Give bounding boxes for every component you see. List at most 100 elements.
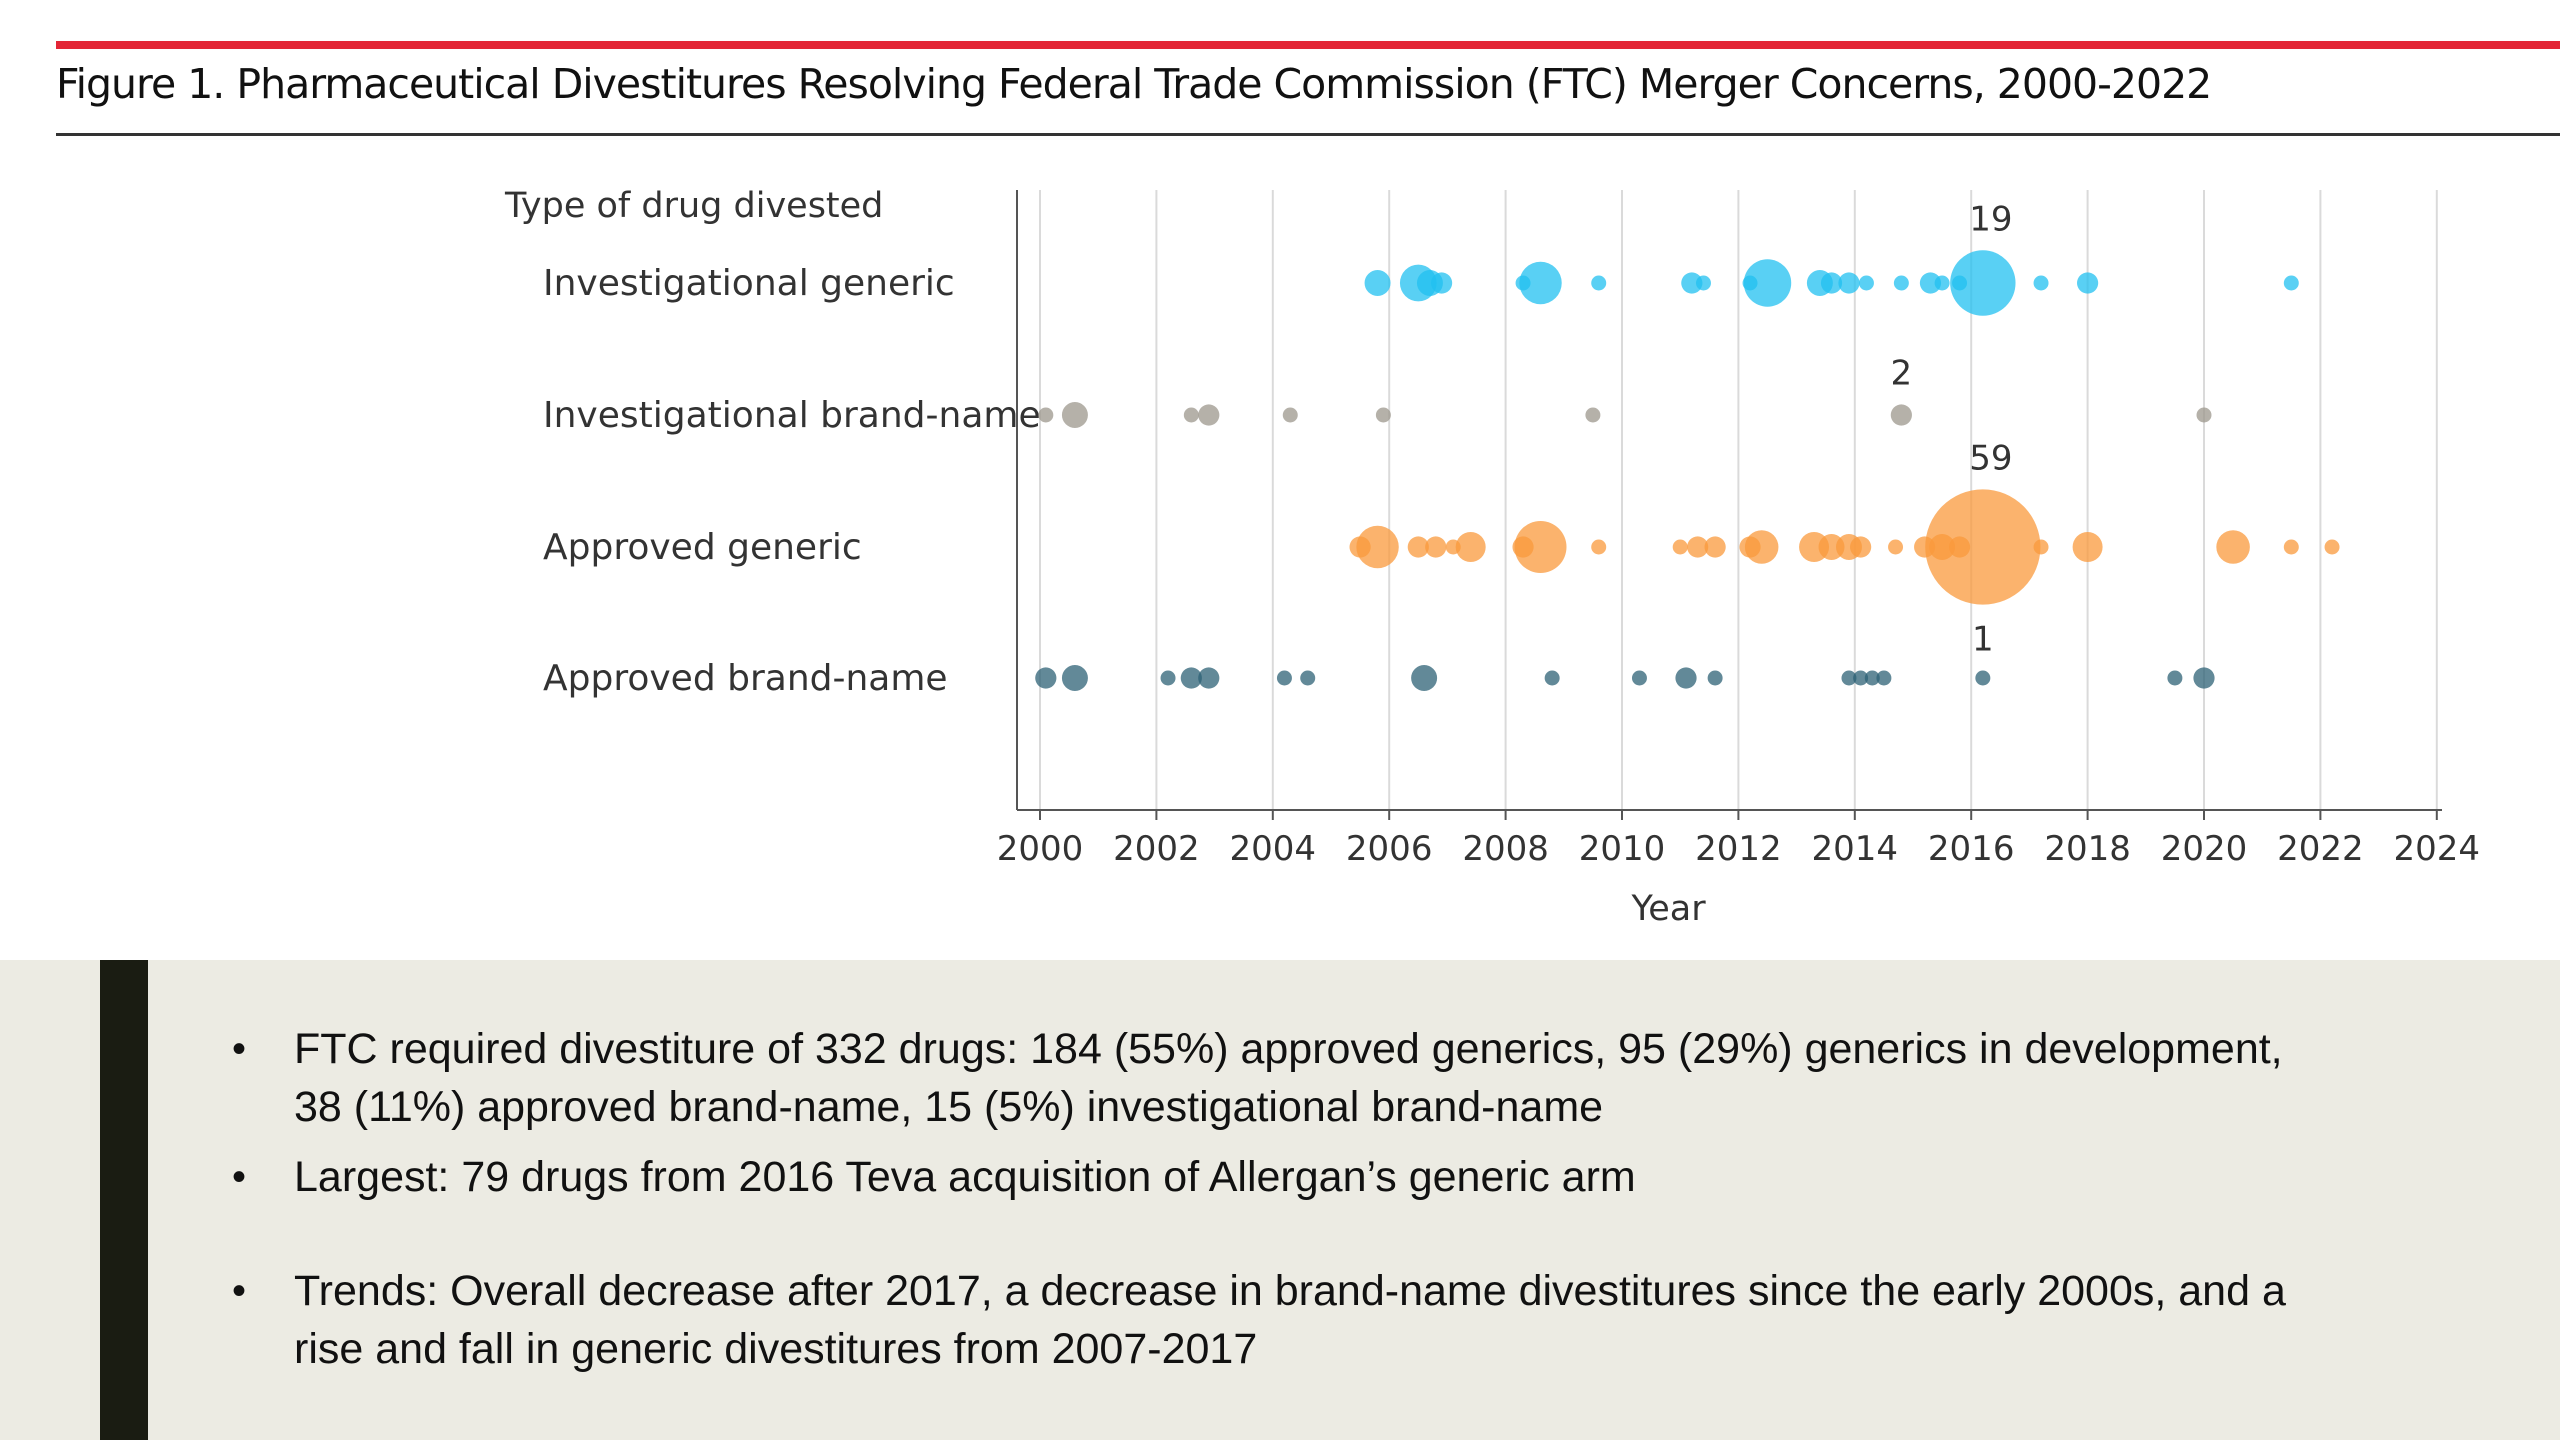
data-bubble [2033,539,2049,555]
data-bubble [1180,667,1202,689]
data-bubble [1198,404,1220,426]
data-bubble [1704,536,1726,558]
data-bubble [2076,272,2099,294]
data-bubble [1591,275,1607,291]
x-tick-label: 2016 [1928,829,2015,869]
data-bubble [2167,670,2183,686]
data-bubble [1934,275,1950,291]
data-bubble [1919,272,1942,294]
data-bubble [1858,275,1874,291]
data-bubble [1407,536,1429,558]
bullet-text: Trends: Overall decrease after 2017, a d… [294,1267,2286,1373]
series-row-label: Approved brand-name [543,658,948,699]
panel-side-bar [100,960,148,1440]
data-bubble [1876,670,1892,686]
accent-top-bar [56,41,2560,49]
x-tick-label: 2008 [1462,829,1549,869]
data-bubble [1425,536,1447,558]
bullet-marker: • [232,1269,247,1313]
data-label: 1 [1972,620,1994,660]
x-tick-label: 2024 [2394,829,2481,869]
data-bubble [2216,530,2250,564]
x-tick-label: 2022 [2277,829,2364,869]
data-bubble [1672,539,1688,555]
data-bubble [2283,275,2299,291]
data-bubble [2033,275,2049,291]
data-bubble [1364,270,1391,296]
x-tick-label: 2012 [1695,829,1782,869]
data-label: 59 [1969,438,2012,478]
data-bubble [1300,670,1316,686]
data-bubble [1707,670,1723,686]
data-bubble [1183,407,1199,423]
x-tick-label: 2006 [1346,829,1433,869]
row-header-title: Type of drug divested [504,186,883,226]
data-bubble [1695,275,1711,291]
series-row-label: Investigational generic [543,263,955,304]
data-bubble [1411,665,1438,691]
figure-title: Figure 1. Pharmaceutical Divestitures Re… [56,60,2212,108]
data-bubble [1061,402,1088,428]
x-tick-label: 2014 [1812,829,1899,869]
bubble-chart: 2000 2002 2004 2006 2008 2010 2012 2014 2016 2018… [504,186,2481,929]
data-bubble [1890,404,1912,426]
data-bubble [1061,665,1088,691]
data-bubble [1591,539,1607,555]
data-bubble [1975,670,1991,686]
data-bubble [2072,532,2103,562]
data-bubble [1675,667,1697,689]
data-bubble [1744,530,1779,564]
data-bubble [1950,250,2016,316]
data-bubble [1276,670,1292,686]
data-bubble [1585,407,1601,423]
x-tick-label: 2004 [1230,829,1317,869]
data-bubble [1375,407,1391,423]
data-bubble [1514,521,1567,573]
data-bubble [2193,667,2215,689]
data-bubble [2283,539,2299,555]
data-bubble [1035,667,1057,689]
data-bubble [1687,536,1709,558]
series-row-label: Approved generic [543,527,862,568]
data-bubble [2324,539,2340,555]
bullet-item: • Trends: Overall decrease after 2017, a… [232,1262,2332,1378]
data-bubble [1038,407,1054,423]
data-label: 2 [1891,353,1913,393]
bullet-text: Largest: 79 drugs from 2016 Teva acquisi… [294,1153,1636,1201]
data-bubble [1519,261,1562,305]
data-bubble [1893,275,1909,291]
bullet-marker: • [232,1155,247,1199]
data-bubble [1455,532,1486,562]
data-bubble [1356,525,1399,569]
data-bubble [1853,670,1869,686]
data-bubble [1282,407,1298,423]
x-tick-label: 2020 [2161,829,2248,869]
data-bubble [1820,272,1843,294]
data-bubble [1864,670,1880,686]
x-tick-label: 2010 [1579,829,1666,869]
data-bubble [1198,667,1220,689]
data-bubble [1841,670,1857,686]
data-bubble [2196,407,2212,423]
x-tick-label: 2002 [1113,829,1200,869]
data-bubble [1838,272,1860,294]
data-bubble [1160,670,1176,686]
data-bubble [1631,670,1647,686]
data-bubble [1925,489,2041,605]
bullet-item: • FTC required divestiture of 332 drugs:… [232,1020,2332,1136]
summary-panel: • FTC required divestiture of 332 drugs:… [0,960,2560,1440]
data-bubble [1743,259,1792,307]
bullet-marker: • [232,1027,247,1071]
bullet-item: • Largest: 79 drugs from 2016 Teva acqui… [232,1148,2332,1206]
data-bubble [1544,670,1560,686]
data-bubble [1850,536,1872,558]
data-label: 19 [1969,199,2012,239]
series-row-label: Investigational brand-name [543,395,1041,436]
data-bubble [1681,272,1703,294]
bullet-text: FTC required divestiture of 332 drugs: 1… [294,1025,2283,1131]
data-bubble [1888,539,1904,555]
x-tick-label: 2000 [997,829,1084,869]
data-bubble [1430,272,1453,294]
x-tick-label: 2018 [2044,829,2131,869]
title-divider [56,133,2560,136]
